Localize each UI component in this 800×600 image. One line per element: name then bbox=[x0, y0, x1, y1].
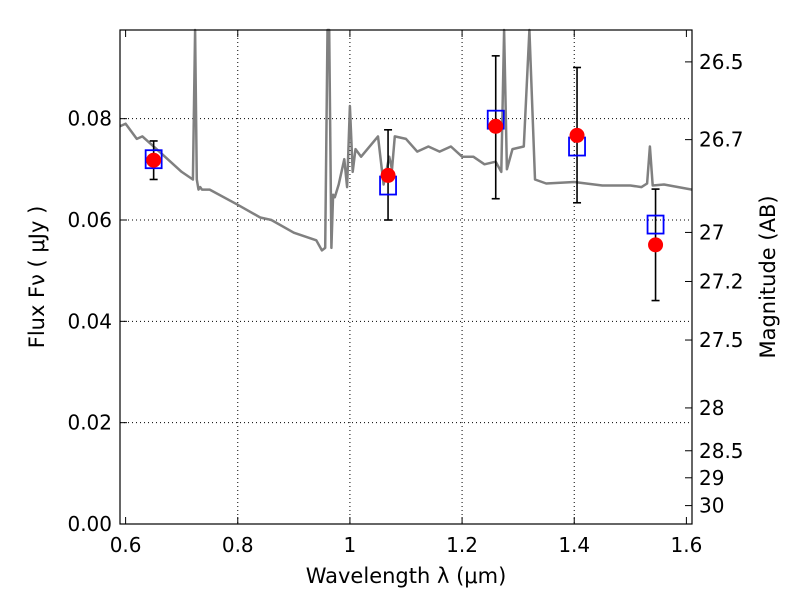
x-tick-label: 1.2 bbox=[446, 533, 478, 557]
observed-point bbox=[648, 237, 664, 253]
model-square-markers bbox=[144, 109, 665, 235]
observed-point bbox=[569, 127, 585, 143]
observed-point bbox=[488, 118, 504, 134]
x-axis-label: Wavelength λ (μm) bbox=[306, 564, 507, 588]
model-square bbox=[646, 214, 665, 235]
right-axis-tick-label: 26.7 bbox=[699, 128, 744, 152]
y-tick-label: 0.02 bbox=[67, 411, 112, 435]
spectrum-line bbox=[119, 28, 693, 252]
y-tick-label: 0.06 bbox=[67, 208, 112, 232]
y-axis-label: Flux Fν ( μJy ) bbox=[25, 206, 49, 349]
x-tick-label: 1.4 bbox=[558, 533, 590, 557]
right-axis-tick-label: 28 bbox=[699, 396, 724, 420]
x-tick-label: 0.6 bbox=[110, 533, 142, 557]
right-axis-tick-label: 30 bbox=[699, 494, 724, 518]
right-axis-label: Magnitude (AB) bbox=[756, 195, 780, 358]
model-spectrum bbox=[119, 28, 693, 252]
axis-tick-labels: 0.6 0.8 1 1.2 1.4 1.6 0.00 0.02 0.04 0.06 0.08 26.5… bbox=[67, 50, 743, 557]
observed-circle-markers bbox=[146, 118, 664, 253]
right-axis-tick-label: 26.5 bbox=[699, 50, 744, 74]
x-tick-label: 1.6 bbox=[670, 533, 702, 557]
right-axis-tick-label: 27.2 bbox=[699, 269, 744, 293]
observed-point bbox=[380, 167, 396, 183]
right-axis-tick-label: 27.5 bbox=[699, 328, 744, 352]
y-tick-label: 0.00 bbox=[67, 512, 112, 536]
y-tick-label: 0.04 bbox=[67, 309, 112, 333]
model-square bbox=[144, 149, 163, 170]
grid-lines bbox=[120, 30, 692, 524]
right-axis-tick-label: 27 bbox=[699, 220, 724, 244]
x-tick-label: 1 bbox=[344, 533, 357, 557]
right-axis-tick-label: 28.5 bbox=[699, 439, 744, 463]
x-tick-label: 0.8 bbox=[222, 533, 254, 557]
error-bars bbox=[149, 55, 660, 302]
axis-ticks bbox=[120, 30, 692, 525]
plot-frame bbox=[119, 29, 693, 525]
right-axis-tick-label: 29 bbox=[699, 466, 724, 490]
observed-point bbox=[146, 152, 162, 168]
y-tick-label: 0.08 bbox=[67, 107, 112, 131]
